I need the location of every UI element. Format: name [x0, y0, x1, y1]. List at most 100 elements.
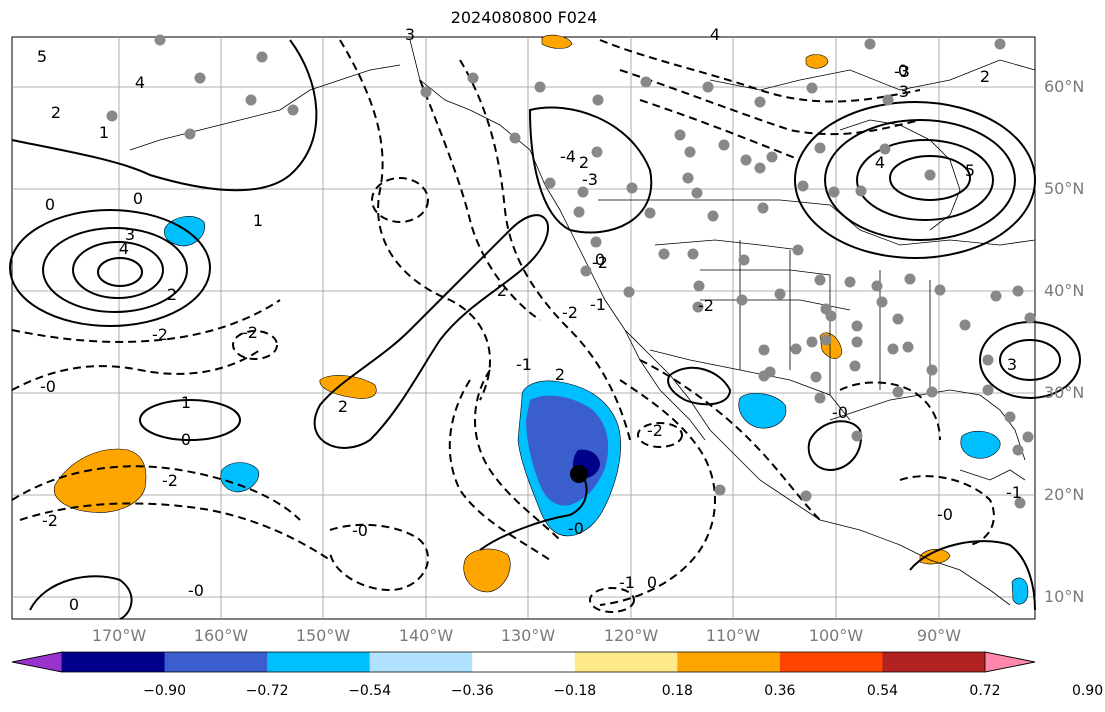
dashed-contour-west-pacific: [11, 299, 281, 343]
station-dot: [467, 72, 479, 84]
station-dot: [757, 202, 769, 214]
colorbar-tick-label: −0.90: [143, 683, 186, 699]
contour-value-label: -0: [40, 377, 56, 396]
contour-value-label: -2: [152, 325, 168, 344]
station-dot: [1012, 444, 1024, 456]
station-dot: [738, 254, 750, 266]
contour-gulf-low: [807, 420, 862, 472]
station-dot: [864, 38, 876, 50]
contour-value-label: -3: [582, 170, 598, 189]
station-dot: [1022, 431, 1034, 443]
dashed-contour-caribbean: [899, 475, 995, 546]
contour-value-label: 0: [181, 430, 191, 449]
station-dot: [904, 273, 916, 285]
station-dot: [800, 490, 812, 502]
dashed-contour-mexico-2: [639, 359, 821, 521]
station-dot: [577, 186, 589, 198]
station-dot: [626, 182, 638, 194]
colorbar-tick-label: 0.36: [764, 683, 796, 699]
station-dot: [797, 180, 809, 192]
contour-value-label: -2: [42, 511, 58, 530]
station-dot: [682, 172, 694, 184]
station-dot: [792, 244, 804, 256]
colorbar-tick-label: −0.54: [348, 683, 392, 699]
contour-value-label: 5: [965, 161, 975, 180]
station-dot: [640, 76, 652, 88]
dashed-contours: [11, 39, 995, 613]
contour-central-pacific-1: [139, 399, 241, 441]
contour-sw-pacific: [29, 575, 133, 620]
dashed-contour-ak-trough: [339, 39, 491, 401]
station-dot: [820, 334, 832, 346]
contour-value-label: 4: [135, 73, 145, 92]
contour-value-label: 3: [1007, 355, 1017, 374]
station-dot: [892, 386, 904, 398]
station-dot: [687, 248, 699, 260]
station-dot: [990, 290, 1002, 302]
contour-value-label: 2: [338, 397, 348, 416]
dashed-contour-east-pacific-1: [474, 369, 561, 541]
station-dot: [887, 343, 899, 355]
alaska-coast: [129, 64, 401, 151]
contour-low-north-pacific-2: [72, 241, 164, 299]
station-dot: [1024, 312, 1036, 324]
station-dot: [674, 129, 686, 141]
station-dot: [806, 82, 818, 94]
contour-value-label: -2: [647, 421, 663, 440]
contour-trough-central: [313, 214, 550, 449]
colorbar-outline: [11, 651, 1036, 673]
longitude-tick-label: 140°W: [398, 626, 454, 645]
station-dot: [810, 371, 822, 383]
dashed-contour-high-ak: [371, 177, 429, 223]
colorbar-swatch: [267, 652, 371, 672]
contour-caribbean: [909, 540, 1036, 611]
station-dot: [580, 265, 592, 277]
north-america-west-coast: [409, 39, 1011, 606]
station-dot: [982, 354, 994, 366]
station-dot: [982, 384, 994, 396]
contour-value-label: -1: [590, 295, 606, 314]
contour-ridge-canada: [528, 106, 653, 234]
station-dot: [851, 336, 863, 348]
station-dot: [828, 186, 840, 198]
dashed-contour-east-pacific-3: [329, 523, 430, 592]
contour-ridge-ak: [11, 39, 318, 192]
station-dot: [855, 185, 867, 197]
station-dot: [871, 280, 883, 292]
station-dot: [806, 336, 818, 348]
contour-value-label: 2: [497, 281, 507, 300]
station-dot: [814, 274, 826, 286]
station-dot: [994, 38, 1006, 50]
contour-value-label: 0: [595, 250, 605, 269]
contour-value-label: 0: [69, 595, 79, 614]
anomaly-shading: [53, 34, 1029, 605]
colorbar-tick-label: 0.90: [1071, 683, 1104, 699]
colorbar-extend-high: [984, 651, 1036, 673]
station-dot: [814, 142, 826, 154]
baja-california: [624, 329, 706, 441]
contour-value-label: 5: [37, 47, 47, 66]
station-dot: [736, 294, 748, 306]
storm-center-marker: [570, 465, 588, 483]
colorbar-tick-label: −0.18: [553, 683, 597, 699]
contour-low-north-pacific-1: [97, 257, 143, 287]
contour-value-label: -2: [562, 303, 578, 322]
contour-value-label: -0: [352, 521, 368, 540]
contour-value-label: 3: [125, 225, 135, 244]
station-dot: [754, 96, 766, 108]
blue-anomaly-gulf: [960, 430, 1001, 459]
dashed-contour-central-2: [232, 330, 278, 360]
dashed-contour-gulf: [839, 381, 941, 441]
colorbar-swatch: [574, 652, 678, 672]
coastlines-and-borders: [129, 39, 1036, 606]
station-dot: [934, 284, 946, 296]
orange-anomaly-west: [53, 448, 147, 513]
station-dot: [814, 392, 826, 404]
station-dot: [924, 169, 936, 181]
longitude-tick-label: 130°W: [500, 626, 556, 645]
colorbar-extend-low: [11, 651, 63, 673]
latitude-tick-label: 10°N: [1044, 587, 1085, 606]
station-dot: [851, 320, 863, 332]
latitude-tick-label: 30°N: [1044, 383, 1085, 402]
